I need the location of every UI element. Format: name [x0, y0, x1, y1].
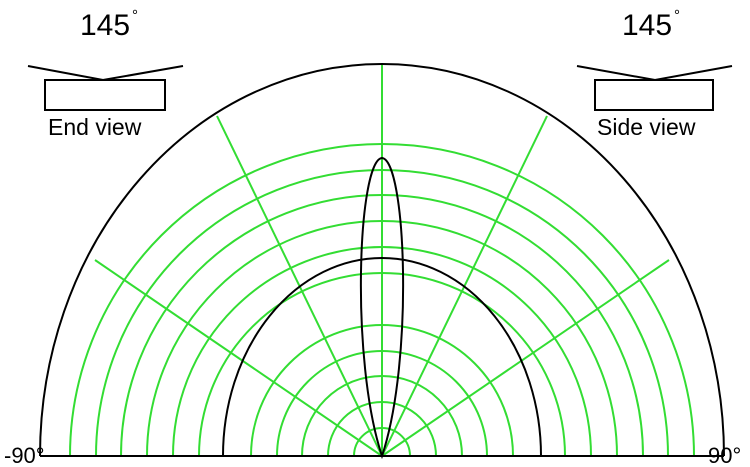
- end-view-angle: 145: [80, 9, 130, 42]
- side-view-beam-icon: [576, 65, 733, 82]
- end-view-group: 145 ° End view: [27, 7, 184, 140]
- end-view-fixture-icon: [44, 79, 166, 111]
- grid-radial-60l: [94, 259, 383, 457]
- end-view-degree: °: [132, 7, 138, 24]
- axis-left-label: -90°: [4, 443, 45, 467]
- side-view-angle: 145: [622, 9, 672, 42]
- side-view-fixture-icon: [594, 79, 714, 111]
- end-view-beam-icon: [27, 65, 184, 82]
- axis-right-label: 90°: [708, 443, 741, 467]
- outer-boundary: [39, 63, 725, 457]
- side-view-group: 145 ° Side view: [576, 7, 733, 140]
- beam-pattern-lobe: [359, 156, 405, 460]
- grid-radial-60r: [381, 259, 670, 457]
- side-view-caption: Side view: [597, 114, 696, 140]
- half-intensity-ring: [222, 257, 542, 457]
- outline-group: [39, 63, 725, 460]
- side-view-degree: °: [674, 7, 680, 24]
- end-view-caption: End view: [48, 114, 142, 140]
